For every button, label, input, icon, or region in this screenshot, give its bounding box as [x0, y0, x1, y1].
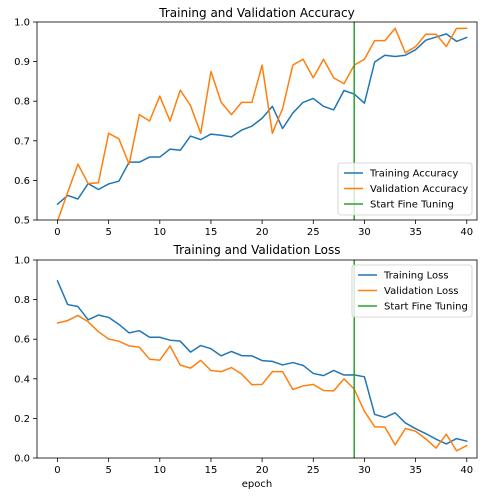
legend-label: Validation Loss [384, 286, 459, 297]
x-tick-label: 10 [153, 227, 166, 238]
chart-title: Training and Validation Loss [173, 243, 341, 257]
axes-frame [36, 21, 478, 221]
y-tick-label: 0.6 [14, 335, 30, 346]
legend-label: Training Loss [383, 271, 449, 282]
x-tick-label: 25 [307, 227, 320, 238]
series-line-training-loss [56, 280, 468, 445]
legend: Training Loss Validation Loss Start Fine T… [351, 264, 473, 318]
series-line-validation-accuracy [57, 27, 468, 220]
y-tick-label: 1.0 [14, 256, 30, 267]
series-line-validation-loss [56, 314, 468, 452]
x-tick-label: 40 [460, 465, 473, 476]
x-tick-label: 25 [307, 465, 320, 476]
axes-frame [36, 259, 478, 459]
legend-label: Start Fine Tuning [370, 200, 454, 211]
x-axis-label: epoch [242, 479, 272, 490]
y-tick-label: 0.0 [14, 454, 30, 465]
legend-box [351, 264, 473, 318]
loss-chart: Training and Validation Loss 0 5 10 15 20 25 30… [14, 243, 478, 490]
legend: Training Accuracy Validation Accuracy Star… [337, 162, 473, 216]
x-tick-label: 5 [105, 465, 111, 476]
y-tick-label: 0.6 [14, 176, 30, 187]
x-tick-label: 35 [409, 227, 422, 238]
legend-box [337, 162, 473, 216]
x-tick-label: 5 [105, 227, 111, 238]
x-tick-label: 15 [205, 465, 218, 476]
x-tick-label: 30 [358, 465, 371, 476]
chart-title: Training and Validation Accuracy [158, 6, 354, 20]
y-tick-label: 0.2 [14, 414, 30, 425]
y-tick-label: 0.4 [14, 374, 30, 385]
y-tick-label: 0.8 [14, 97, 30, 108]
legend-label: Start Fine Tuning [384, 302, 468, 313]
x-tick-label: 20 [256, 465, 269, 476]
y-tick-label: 0.5 [14, 216, 30, 227]
x-tick-label: 30 [358, 227, 371, 238]
x-tick-label: 15 [205, 227, 218, 238]
series-line-training-accuracy [56, 33, 468, 205]
x-tick-label: 35 [409, 465, 422, 476]
x-tick-label: 0 [54, 227, 60, 238]
y-tick-label: 0.8 [14, 295, 30, 306]
x-tick-label: 20 [256, 227, 269, 238]
x-tick-label: 10 [153, 465, 166, 476]
y-tick-label: 0.9 [14, 57, 30, 68]
y-tick-label: 1.0 [14, 18, 30, 29]
legend-label: Training Accuracy [369, 169, 458, 180]
y-tick-label: 0.7 [14, 136, 30, 147]
legend-label: Validation Accuracy [370, 184, 468, 195]
accuracy-chart: Training and Validation Accuracy 0 5 10 15 20… [14, 6, 478, 238]
x-tick-label: 0 [54, 465, 60, 476]
x-tick-label: 40 [460, 227, 473, 238]
